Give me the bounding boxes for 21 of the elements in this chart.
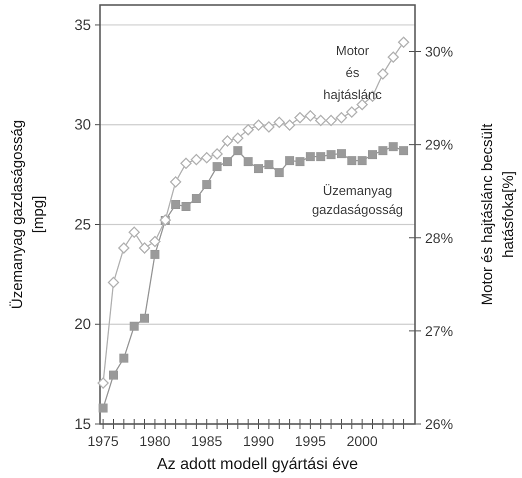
y-tick-label: 25 <box>74 216 91 234</box>
x-axis-title: Az adott modell gyártási éve <box>157 456 358 473</box>
y-tick-label: 20 <box>74 316 91 334</box>
x-tick-label: 1980 <box>139 433 171 449</box>
y2-tick-label: 27% <box>425 322 454 339</box>
y2-axis-title: Motor és hajtáslánc becsült hatásfoka[%] <box>479 122 517 306</box>
y-tick-label: 30 <box>74 116 91 134</box>
y-tick-label: 15 <box>74 416 91 433</box>
x-tick-label: 1985 <box>191 433 223 449</box>
y-axis-title: Üzemanyag gazdaságosság [mpg] <box>9 120 47 310</box>
y2-tick-label: 26% <box>425 416 454 432</box>
x-tick-label: 1975 <box>88 433 119 449</box>
y2-tick-label: 28% <box>425 230 454 246</box>
y2-tick-label: 30% <box>425 44 454 60</box>
y-tick-label: 35 <box>74 16 91 34</box>
x-tick-label: 1990 <box>242 433 274 449</box>
series-label: Üzemanyag gazdaságosság <box>312 183 404 217</box>
x-tick-label: 2000 <box>346 433 378 449</box>
y2-tick-label: 29% <box>425 136 454 153</box>
x-tick-label: 1995 <box>294 433 326 449</box>
series-label: Motor és hajtáslánc <box>323 43 382 102</box>
